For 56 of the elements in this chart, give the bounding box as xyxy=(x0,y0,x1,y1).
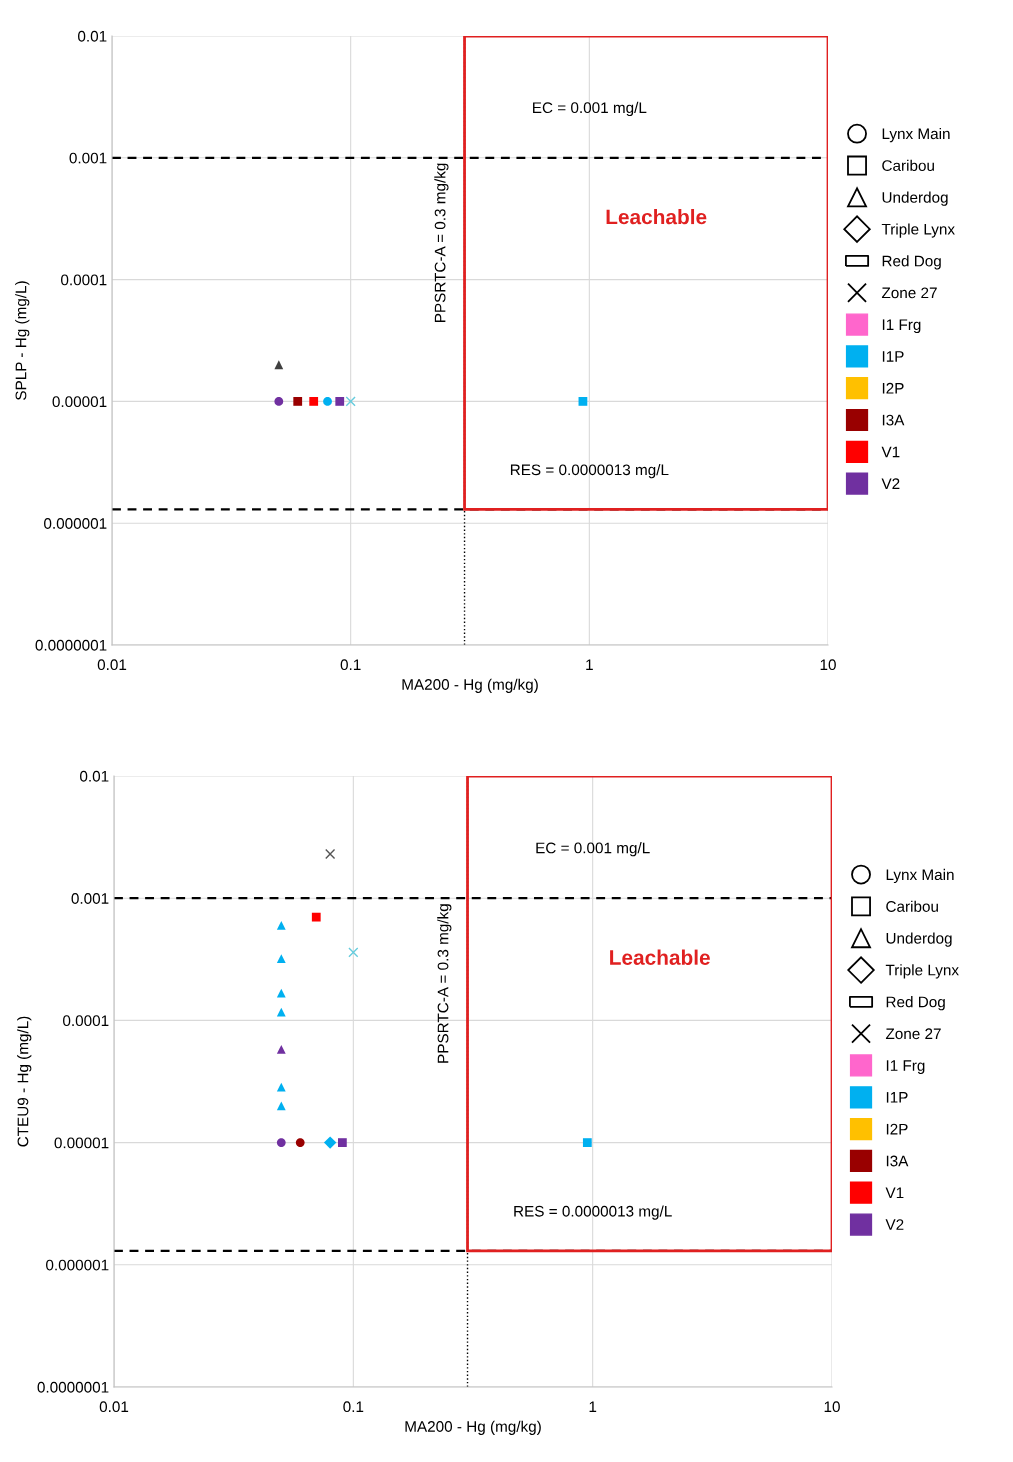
legend-label: Lynx Main xyxy=(882,127,950,143)
annotation: Leachable xyxy=(606,208,707,225)
legend-label: Underdog xyxy=(886,932,952,947)
ref-line-label: PPSRTC-A = 0.3 mg/kg xyxy=(434,163,449,322)
y-tick-label: 0.01 xyxy=(78,30,107,42)
legend-label: I2P xyxy=(882,382,904,394)
legend-label: Zone 27 xyxy=(881,287,937,299)
ref-line-label: EC = 0.001 mg/L xyxy=(536,842,650,857)
legend-label: Triple Lynx xyxy=(885,964,959,979)
y-tick-label: 0.00001 xyxy=(52,396,107,408)
legend-label: V1 xyxy=(885,1187,904,1199)
legend-label: Underdog xyxy=(882,191,948,206)
y-tick-label: 0.00001 xyxy=(54,1137,109,1149)
x-axis-title: MA200 - Hg (mg/kg) xyxy=(405,1420,541,1435)
x-tick-label: 0.1 xyxy=(340,659,361,671)
y-tick-label: 0.0000001 xyxy=(35,639,107,651)
x-tick-label: 10 xyxy=(820,659,836,671)
x-tick-label: 0.01 xyxy=(97,659,127,671)
legend-label: V1 xyxy=(881,446,900,458)
legend-label: V2 xyxy=(885,1219,904,1230)
y-tick-label: 0.0001 xyxy=(63,1015,109,1027)
legend-label: I3A xyxy=(886,1155,909,1167)
legend-label: Red Dog xyxy=(882,255,941,270)
y-tick-label: 0.000001 xyxy=(46,1259,109,1271)
x-tick-label: 1 xyxy=(586,659,593,670)
y-tick-label: 0.0000001 xyxy=(37,1381,109,1393)
annotation: Leachable xyxy=(610,949,710,965)
y-tick-label: 0.0001 xyxy=(61,274,107,286)
legend-label: I3A xyxy=(882,414,905,426)
legend-label: Lynx Main xyxy=(886,868,954,884)
legend-label: I1 Frg xyxy=(886,1060,925,1074)
y-axis-title: CTEU9 - Hg (mg/L) xyxy=(17,1016,32,1147)
legend-label: Triple Lynx xyxy=(881,223,955,238)
x-tick-label: 1 xyxy=(589,1401,597,1412)
x-tick-label: 0.01 xyxy=(99,1401,129,1413)
legend-label: Caribou xyxy=(886,900,938,912)
ref-line-label: PPSRTC-A = 0.3 mg/kg xyxy=(437,904,452,1063)
ref-line-label: RES = 0.0000013 mg/L xyxy=(510,463,669,479)
ref-line-label: RES = 0.0000013 mg/L xyxy=(514,1205,672,1220)
x-tick-label: 10 xyxy=(824,1401,840,1413)
y-tick-label: 0.001 xyxy=(71,893,109,904)
legend-label: I2P xyxy=(886,1123,908,1135)
x-axis-title: MA200 - Hg (mg/kg) xyxy=(402,678,538,693)
y-axis-title: SPLP - Hg (mg/L) xyxy=(15,281,30,400)
y-tick-label: 0.000001 xyxy=(44,518,107,529)
legend-label: Red Dog xyxy=(886,996,945,1011)
ref-line-label: EC = 0.001 mg/L xyxy=(533,101,647,117)
y-tick-label: 0.01 xyxy=(80,770,109,782)
legend-label: I1P xyxy=(886,1092,908,1103)
legend-label: I1P xyxy=(882,351,904,362)
y-tick-label: 0.001 xyxy=(69,152,107,164)
legend-label: I1 Frg xyxy=(882,319,921,334)
legend-label: Caribou xyxy=(882,159,934,171)
x-tick-label: 0.1 xyxy=(343,1401,364,1413)
legend-label: V2 xyxy=(881,478,900,489)
legend-label: Zone 27 xyxy=(885,1028,941,1040)
